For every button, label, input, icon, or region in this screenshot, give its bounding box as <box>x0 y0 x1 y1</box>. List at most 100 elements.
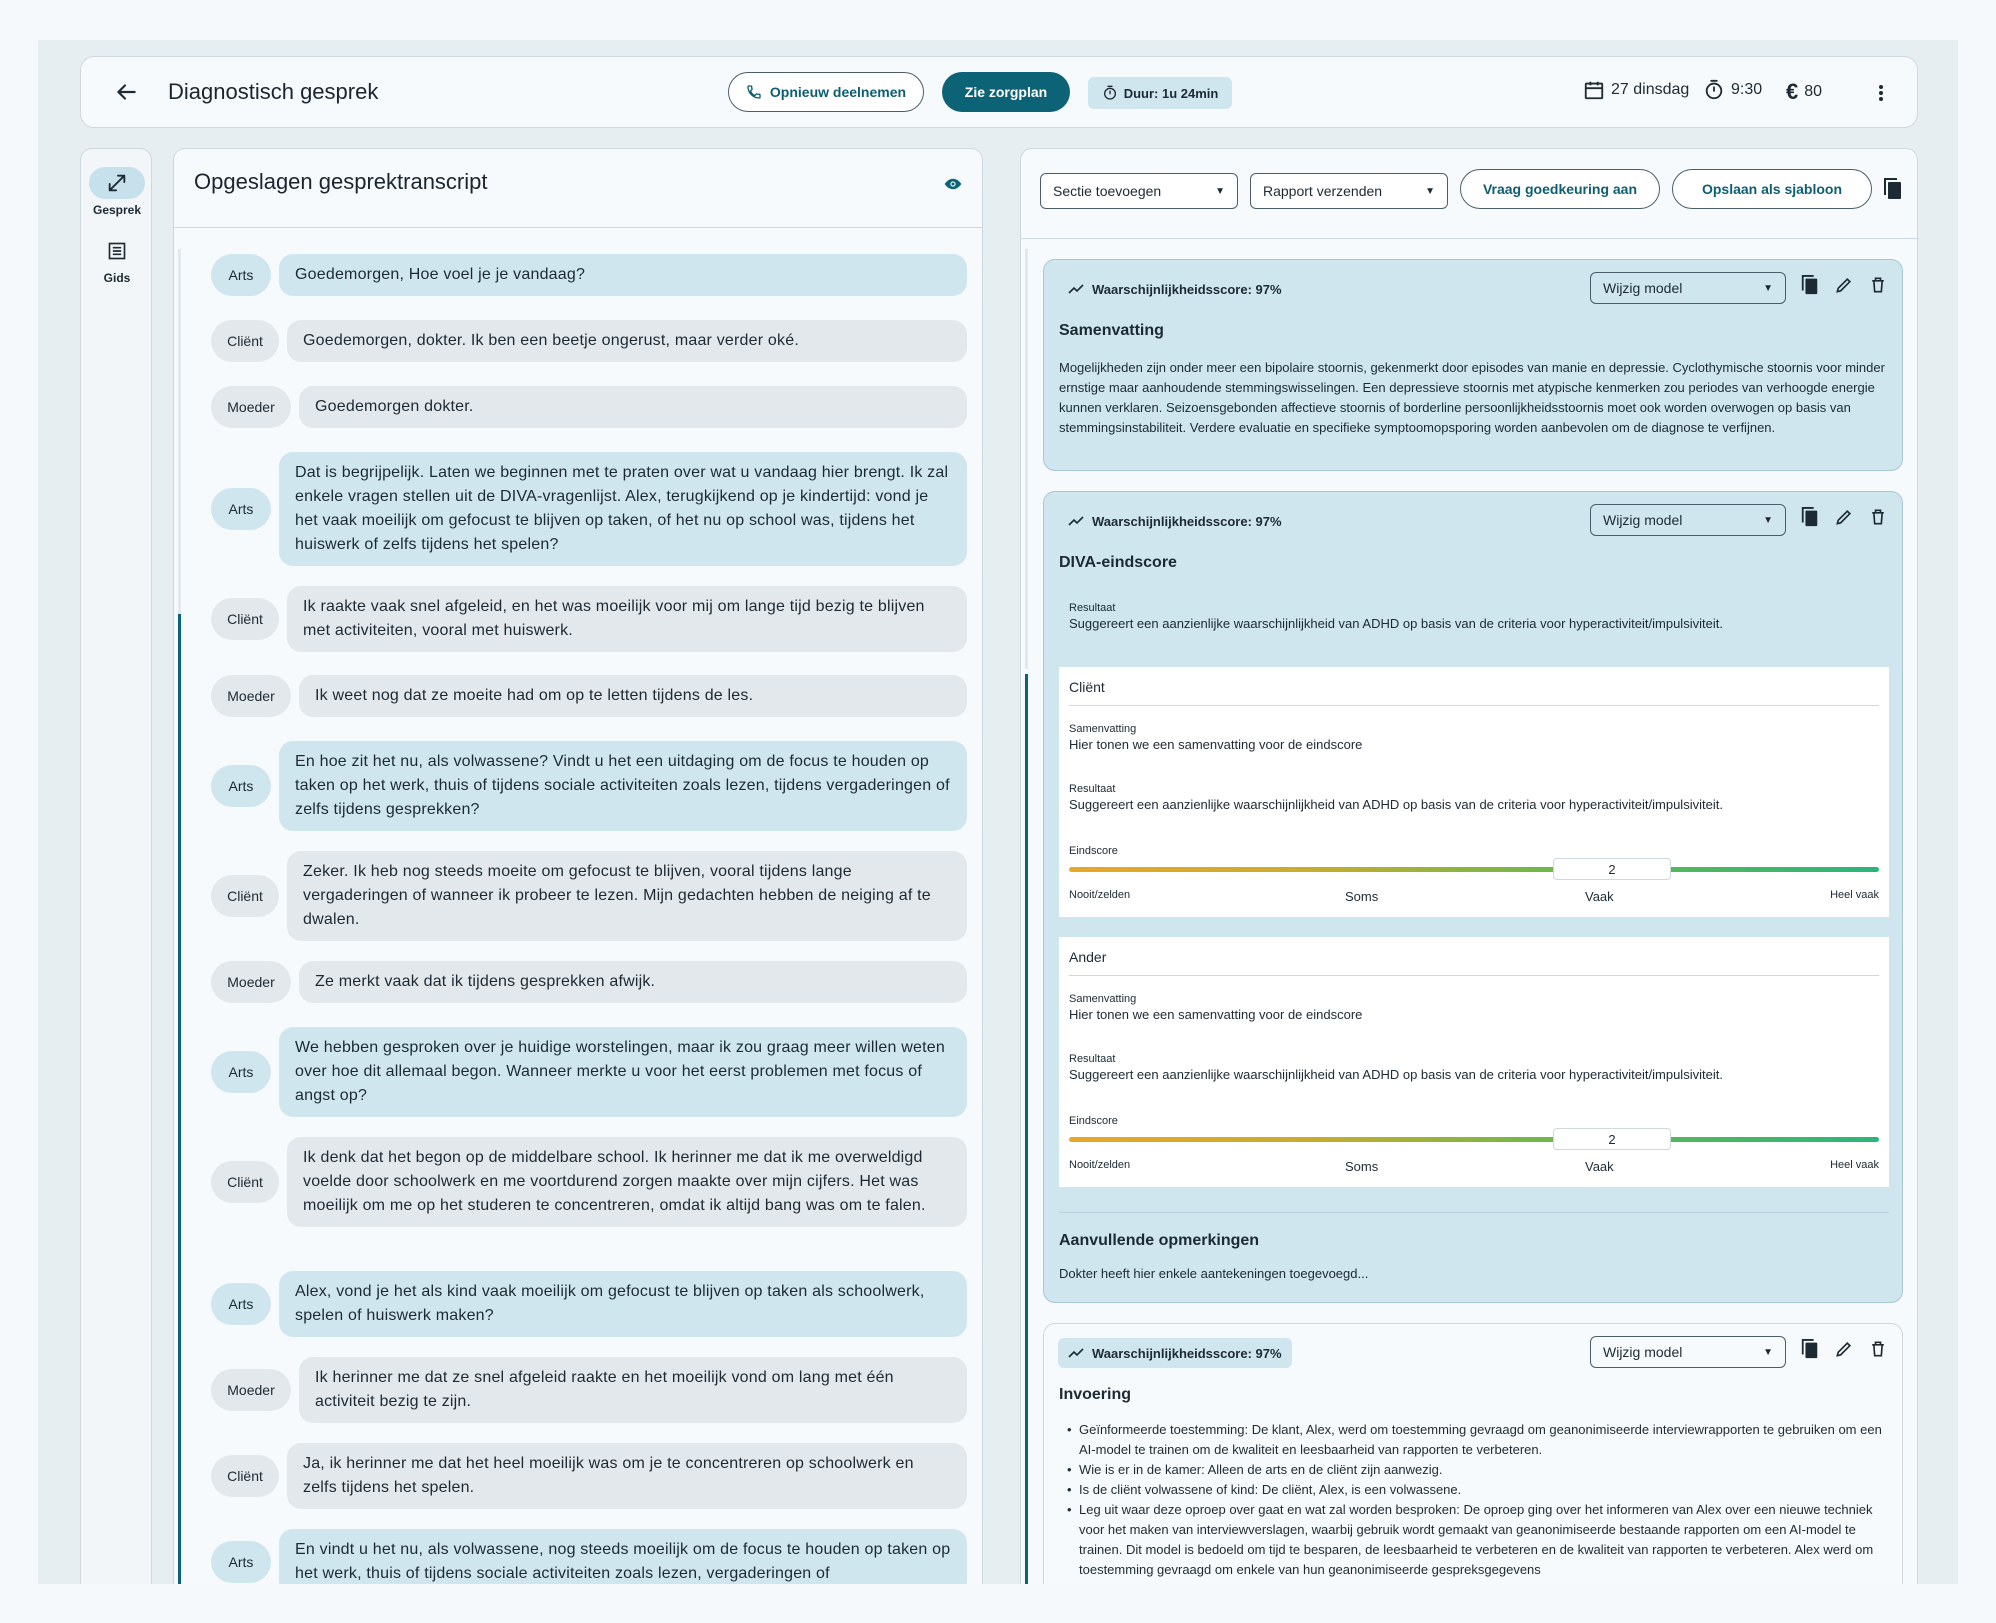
gauge-labels: Nooit/zelden Soms Vaak Heel vaak <box>1069 1159 1879 1179</box>
duration-text: Duur: 1u 24min <box>1123 85 1219 101</box>
score-gauge[interactable] <box>1069 1137 1879 1142</box>
scale-label: Vaak <box>1585 889 1614 904</box>
careplan-button[interactable]: Zie zorgplan <box>942 72 1070 112</box>
score-value[interactable]: 2 <box>1553 1128 1671 1150</box>
transcript-title: Opgeslagen gesprektranscript <box>194 169 488 194</box>
message-bubble: Dat is begrijpelijk. Laten we beginnen m… <box>279 452 967 566</box>
more-vertical-icon[interactable] <box>1871 81 1891 105</box>
trend-icon <box>1068 284 1084 294</box>
copy-icon[interactable] <box>1800 1338 1820 1360</box>
report-scroll-track[interactable] <box>1025 249 1028 669</box>
speaker-badge: Arts <box>211 1283 271 1325</box>
other-score-box: Ander Samenvatting Hier tonen we een sam… <box>1059 937 1889 1187</box>
time-info: 9:30 <box>1703 79 1762 101</box>
message-bubble: Ik raakte vaak snel afgeleid, en het was… <box>287 586 967 652</box>
speaker-badge: Arts <box>211 254 271 296</box>
message-row: Cliënt Ja, ik herinner me dat het heel m… <box>211 1443 967 1509</box>
timer-icon <box>1705 79 1723 100</box>
result-label: Resultaat <box>1069 783 1116 795</box>
rail-item-gids[interactable]: Gids <box>81 235 153 285</box>
scale-label: Vaak <box>1585 1159 1614 1174</box>
caret-down-icon: ▼ <box>1215 185 1225 197</box>
report-scroll-thumb[interactable] <box>1025 674 1028 1584</box>
edit-icon[interactable] <box>1834 274 1854 296</box>
trend-icon <box>1068 1348 1084 1358</box>
delete-icon[interactable] <box>1868 506 1888 528</box>
score-text: Waarschijnlijkheidsscore: 97% <box>1092 1345 1282 1361</box>
score-badge: Waarschijnlijkheidsscore: 97% <box>1058 274 1292 304</box>
card-actions <box>1800 506 1888 528</box>
speaker-badge: Arts <box>211 1051 271 1093</box>
speaker-badge: Cliënt <box>211 598 279 640</box>
remarks-text: Dokter heeft hier enkele aantekeningen t… <box>1059 1266 1369 1281</box>
speaker-badge: Cliënt <box>211 320 279 362</box>
message-bubble: Goedemorgen, Hoe voel je je vandaag? <box>279 254 967 296</box>
score-badge: Waarschijnlijkheidsscore: 97% <box>1058 506 1292 536</box>
add-section-select[interactable]: Sectie toevoegen ▼ <box>1040 173 1238 209</box>
eye-icon[interactable] <box>944 177 962 191</box>
rail-label-gesprek: Gesprek <box>92 203 142 217</box>
score-gauge[interactable] <box>1069 867 1879 872</box>
send-report-select[interactable]: Rapport verzenden ▼ <box>1250 173 1448 209</box>
date-info: 27 dinsdag <box>1583 79 1689 101</box>
message-bubble: Alex, vond je het als kind vaak moeilijk… <box>279 1271 967 1337</box>
score-label: Eindscore <box>1069 845 1118 857</box>
back-arrow-icon[interactable] <box>113 79 139 105</box>
score-badge: Waarschijnlijkheidsscore: 97% <box>1058 1338 1292 1368</box>
list-item: Is de cliënt volwassene of kind: De clië… <box>1059 1480 1889 1500</box>
result-label: Resultaat <box>1069 1053 1116 1065</box>
navigation-rail: Gesprek Gids <box>80 148 152 1584</box>
calendar-icon <box>1584 81 1604 100</box>
card-title: Samenvatting <box>1059 322 1164 339</box>
scale-label: Nooit/zelden <box>1069 1159 1131 1171</box>
copy-icon[interactable] <box>1882 177 1904 201</box>
transcript-header: Opgeslagen gesprektranscript <box>174 149 982 228</box>
score-text: Waarschijnlijkheidsscore: 97% <box>1092 281 1282 297</box>
request-approval-button[interactable]: Vraag goedkeuring aan <box>1460 169 1660 209</box>
message-bubble: En hoe zit het nu, als volwassene? Vindt… <box>279 741 967 831</box>
card-actions <box>1800 274 1888 296</box>
model-select[interactable]: Wijzig model ▼ <box>1590 272 1786 304</box>
scale-label: Soms <box>1345 1159 1379 1174</box>
score-value[interactable]: 2 <box>1553 858 1671 880</box>
message-row: Cliënt Goedemorgen, dokter. Ik ben een b… <box>211 320 967 362</box>
model-label: Wijzig model <box>1603 280 1683 296</box>
expand-icon <box>89 167 145 199</box>
report-toolbar: Sectie toevoegen ▼ Rapport verzenden ▼ V… <box>1021 149 1917 239</box>
rail-item-gesprek[interactable]: Gesprek <box>81 167 153 217</box>
rejoin-button[interactable]: Opnieuw deelnemen <box>728 72 924 112</box>
box-summary: Samenvatting Hier tonen we een samenvatt… <box>1069 723 1362 752</box>
delete-icon[interactable] <box>1868 1338 1888 1360</box>
duration-badge: Duur: 1u 24min <box>1088 77 1232 109</box>
edit-icon[interactable] <box>1834 1338 1854 1360</box>
model-select[interactable]: Wijzig model ▼ <box>1590 504 1786 536</box>
score-text: Waarschijnlijkheidsscore: 97% <box>1092 513 1282 529</box>
box-heading: Cliënt <box>1069 679 1879 706</box>
model-select[interactable]: Wijzig model ▼ <box>1590 1336 1786 1368</box>
card-text: Mogelijkheden zijn onder meer een bipola… <box>1059 360 1885 435</box>
list-icon <box>89 235 145 267</box>
speaker-badge: Cliënt <box>211 1455 279 1497</box>
scale-label: Heel vaak <box>1830 1159 1879 1171</box>
caret-down-icon: ▼ <box>1425 185 1435 197</box>
message-row: Cliënt Ik denk dat het begon op de midde… <box>211 1137 967 1227</box>
rail-label-gids: Gids <box>103 271 131 285</box>
speaker-badge: Cliënt <box>211 875 279 917</box>
report-panel: Sectie toevoegen ▼ Rapport verzenden ▼ V… <box>1020 148 1918 1584</box>
copy-icon[interactable] <box>1800 274 1820 296</box>
delete-icon[interactable] <box>1868 274 1888 296</box>
copy-icon[interactable] <box>1800 506 1820 528</box>
box-result: Resultaat Suggereert een aanzienlijke wa… <box>1069 1053 1723 1082</box>
edit-icon[interactable] <box>1834 506 1854 528</box>
add-section-label: Sectie toevoegen <box>1053 183 1162 199</box>
scale-label: Heel vaak <box>1830 889 1879 901</box>
save-template-button[interactable]: Opslaan als sjabloon <box>1672 169 1872 209</box>
gauge-labels: Nooit/zelden Soms Vaak Heel vaak <box>1069 889 1879 909</box>
app-frame: Diagnostisch gesprek Opnieuw deelnemen Z… <box>38 40 1958 1584</box>
transcript-scroll-thumb[interactable] <box>178 614 181 1584</box>
top-bar: Diagnostisch gesprek Opnieuw deelnemen Z… <box>80 56 1918 128</box>
result-label: Resultaat <box>1069 602 1116 614</box>
rejoin-label: Opnieuw deelnemen <box>769 84 907 100</box>
model-label: Wijzig model <box>1603 512 1683 528</box>
speaker-badge: Arts <box>211 1541 271 1583</box>
